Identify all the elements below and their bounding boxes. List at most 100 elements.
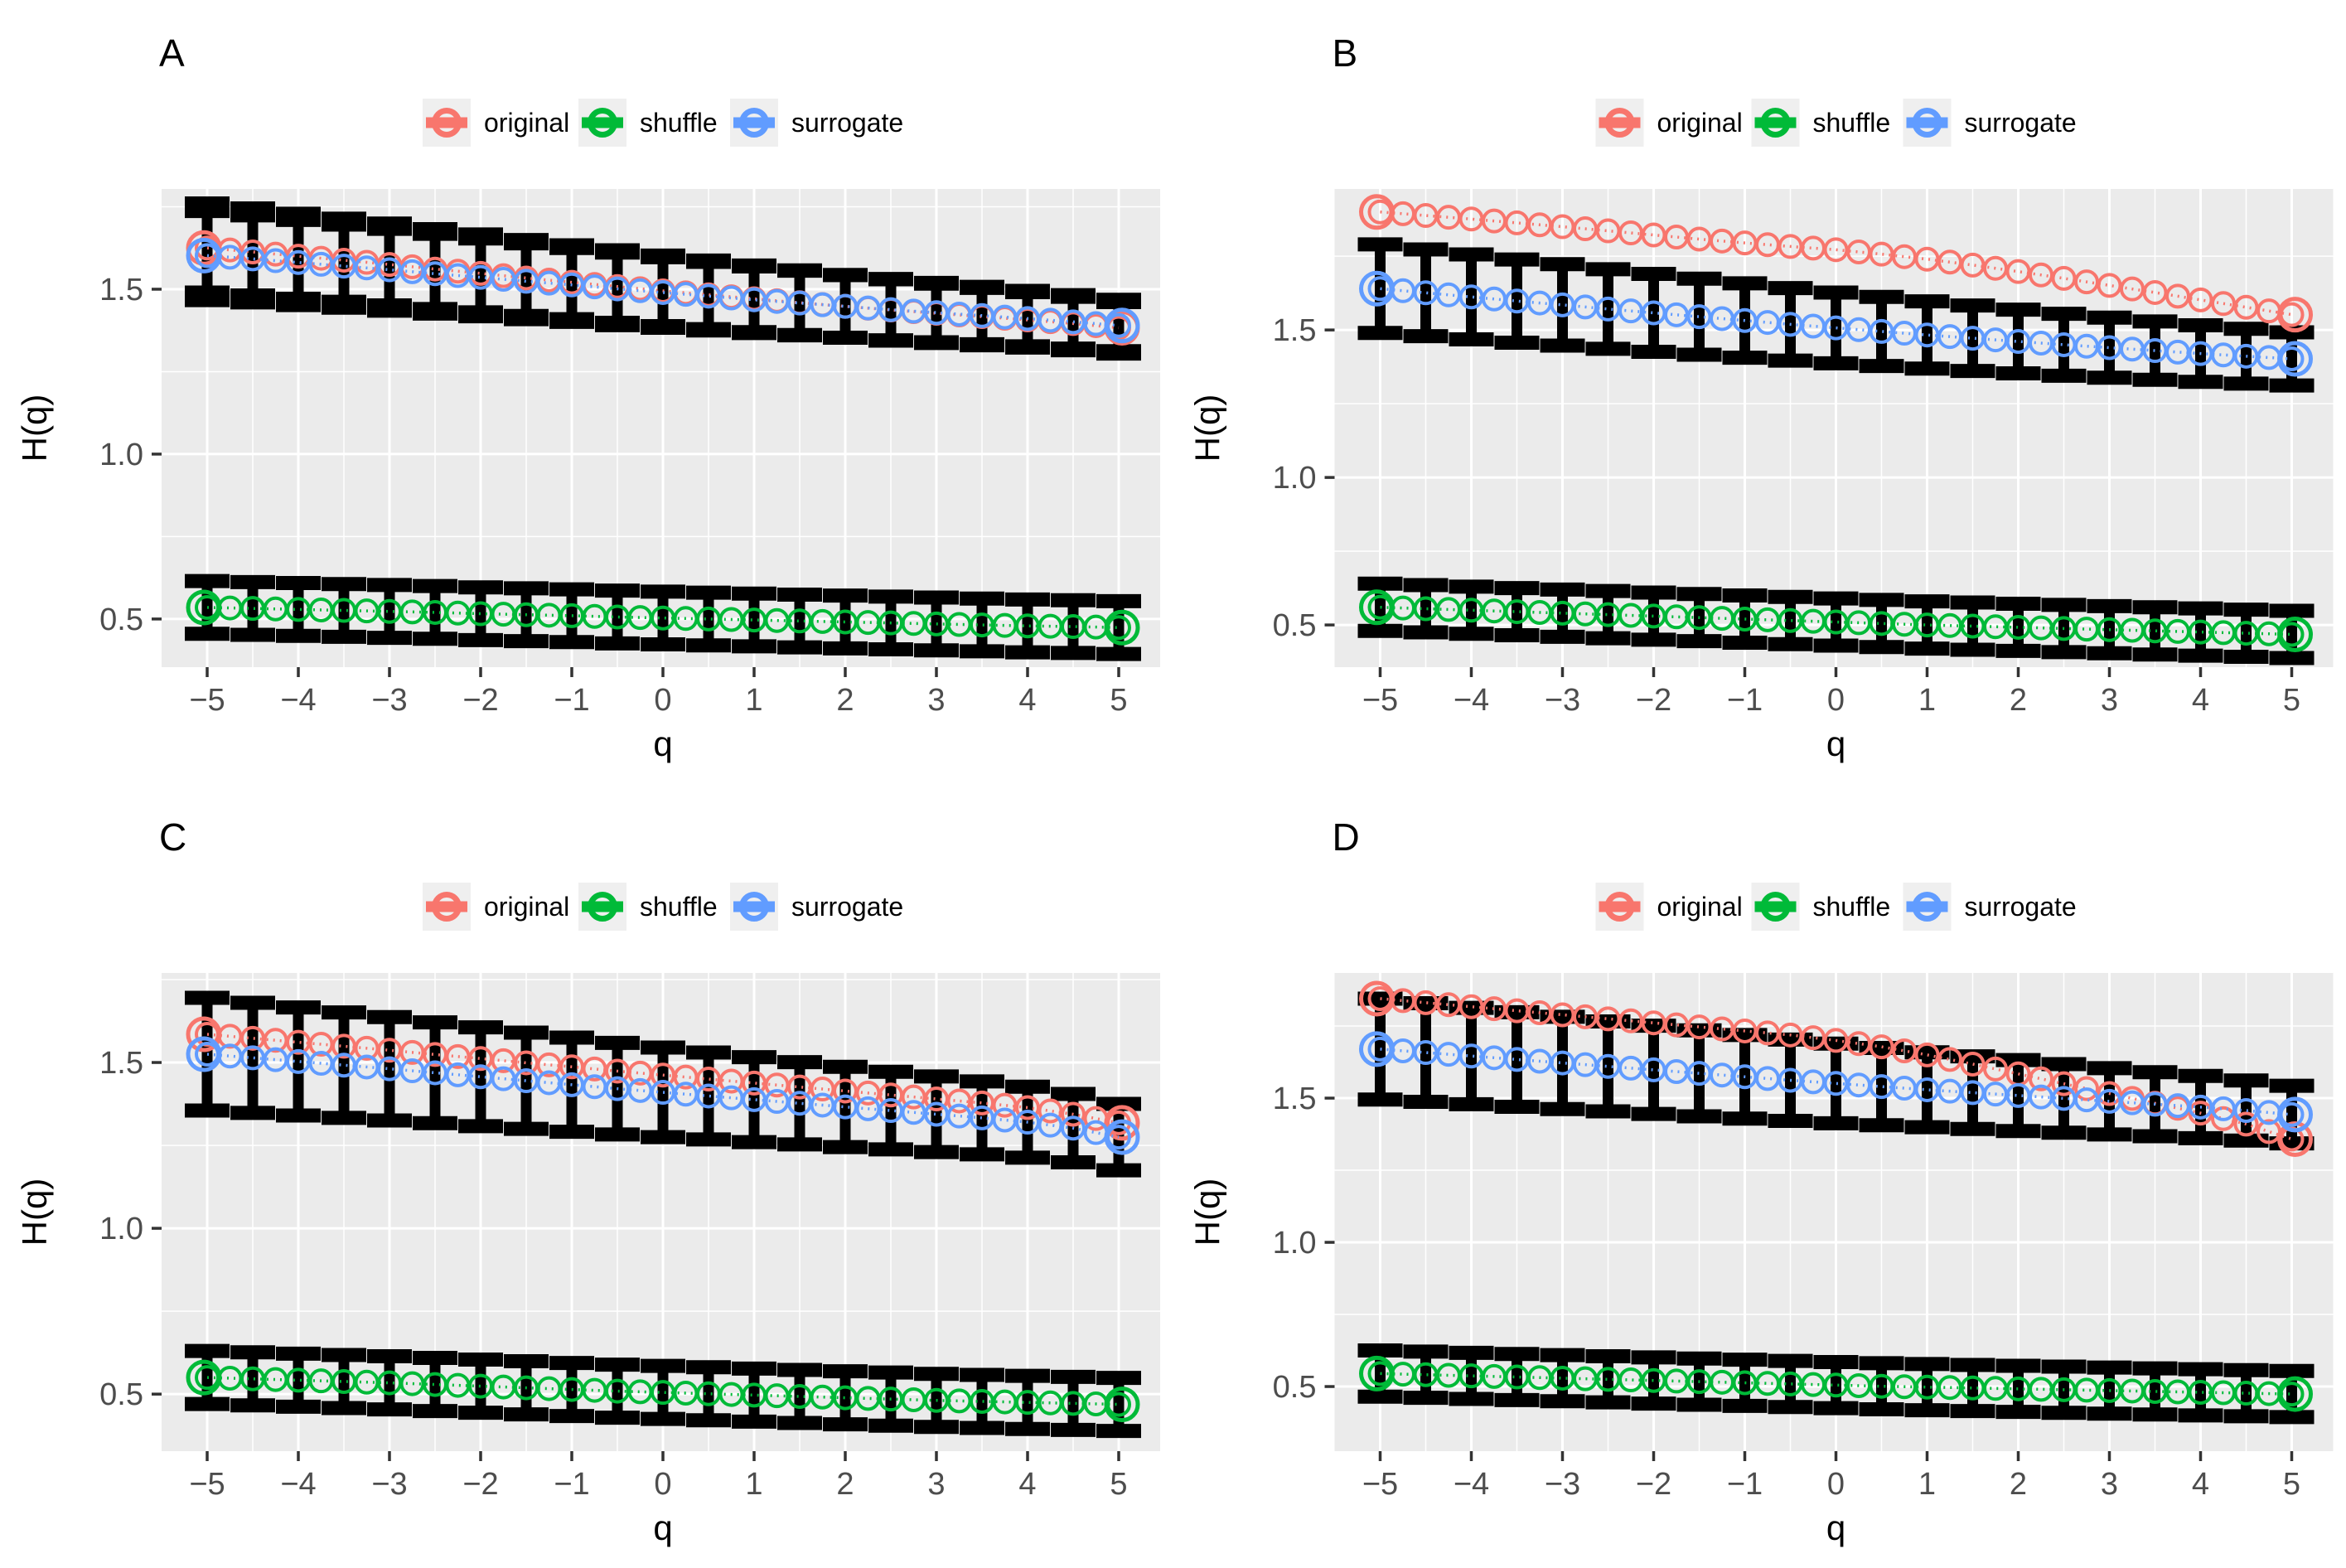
y-axis-tick-labels: 0.5 1.0 1.5 (99, 1046, 143, 1412)
y-axis-tick-labels: 0.5 1.0 1.5 (1273, 313, 1317, 643)
svg-text:4: 4 (2192, 1467, 2209, 1502)
svg-text:−5: −5 (1362, 1467, 1398, 1502)
svg-text:1: 1 (745, 1467, 762, 1502)
svg-text:2: 2 (2010, 683, 2027, 718)
x-axis-tick-labels: −5 −4 −3 −2 −1 0 1 2 3 4 5 (1362, 683, 2300, 718)
endpoint-ring-left (186, 1016, 222, 1053)
legend: original shuffle surrogate (423, 883, 903, 931)
series-original (1359, 980, 2313, 1157)
panel-letter: C (159, 815, 186, 859)
endpoint-ring-left (186, 237, 222, 273)
series-shuffle (1359, 589, 2313, 652)
x-axis-title: q (653, 724, 672, 763)
legend-glyph-original-icon (432, 108, 462, 138)
legend: original shuffle surrogate (423, 99, 903, 147)
endpoint-ring-right (2277, 297, 2313, 333)
y-axis-tick-labels: 0.5 1.0 1.5 (1273, 1082, 1317, 1405)
svg-text:−4: −4 (1454, 683, 1489, 718)
svg-text:1.0: 1.0 (1273, 461, 1317, 496)
legend-glyph-surrogate-icon (1912, 108, 1942, 138)
legend-label-original: original (1657, 108, 1743, 138)
svg-text:0.5: 0.5 (1273, 608, 1317, 643)
error-bars (1357, 237, 2315, 665)
legend-glyph-surrogate-icon (739, 892, 769, 922)
svg-text:−3: −3 (371, 1467, 407, 1502)
svg-text:−1: −1 (554, 1467, 589, 1502)
endpoint-ring-right (1104, 1105, 1140, 1141)
y-axis-title: H(q) (15, 1178, 54, 1246)
legend-glyph-shuffle-icon (588, 892, 617, 922)
svg-text:−2: −2 (462, 683, 498, 718)
y-axis-title: H(q) (1188, 394, 1227, 462)
legend-glyph-shuffle-icon (1760, 108, 1791, 138)
endpoint-ring-right (2277, 1376, 2313, 1412)
svg-text:−1: −1 (1727, 1467, 1763, 1502)
svg-text:0: 0 (1827, 683, 1845, 718)
svg-text:5: 5 (2283, 1467, 2300, 1502)
endpoint-ring-left (186, 589, 222, 626)
svg-text:−1: −1 (554, 683, 589, 718)
svg-text:2: 2 (836, 1467, 854, 1502)
legend-label-shuffle: shuffle (640, 108, 718, 138)
series-surrogate (186, 237, 1140, 344)
legend-label-shuffle: shuffle (1813, 108, 1891, 138)
svg-text:−3: −3 (371, 683, 407, 718)
x-axis-tick-labels: −5 −4 −3 −2 −1 0 1 2 3 4 5 (189, 1467, 1127, 1502)
endpoint-ring-right (2277, 1096, 2313, 1133)
legend-glyph-original-icon (1604, 892, 1635, 922)
endpoint-ring-left (1359, 1355, 1395, 1391)
svg-text:−4: −4 (280, 683, 316, 718)
endpoint-ring-left (1359, 980, 1395, 1017)
legend-label-original: original (484, 892, 569, 922)
svg-text:4: 4 (2192, 683, 2209, 718)
x-axis-title: q (1826, 724, 1845, 763)
svg-text:1.5: 1.5 (1273, 1082, 1317, 1116)
series-shuffle (1359, 1355, 2313, 1412)
svg-text:0: 0 (654, 1467, 671, 1502)
legend-label-original: original (484, 108, 569, 138)
svg-text:1.5: 1.5 (99, 273, 143, 307)
svg-text:3: 3 (927, 1467, 945, 1502)
legend-glyph-shuffle-icon (588, 108, 617, 138)
y-axis-title: H(q) (1188, 1178, 1227, 1246)
axis-ticks (1324, 1096, 2294, 1461)
svg-text:1.5: 1.5 (99, 1046, 143, 1081)
endpoint-ring-left (186, 1359, 222, 1396)
endpoint-ring-left (186, 1036, 222, 1072)
endpoint-ring-left (1359, 589, 1395, 626)
svg-text:−4: −4 (280, 1467, 316, 1502)
svg-text:−2: −2 (1636, 683, 1671, 718)
svg-text:5: 5 (1110, 683, 1127, 718)
svg-text:−3: −3 (1545, 1467, 1580, 1502)
error-bars (1357, 991, 2315, 1425)
svg-text:−3: −3 (1545, 683, 1580, 718)
axis-ticks (1324, 328, 2294, 677)
svg-text:3: 3 (2101, 1467, 2118, 1502)
legend-glyph-surrogate-icon (1912, 892, 1942, 922)
legend-glyph-surrogate-icon (739, 108, 769, 138)
legend-label-original: original (1657, 892, 1743, 922)
endpoint-ring-right (1104, 1119, 1140, 1155)
endpoint-ring-right (2277, 616, 2313, 652)
svg-text:−5: −5 (1362, 683, 1398, 718)
series-shuffle (186, 1359, 1140, 1423)
series-surrogate (1359, 270, 2313, 377)
legend-label-shuffle: shuffle (640, 892, 718, 922)
svg-text:2: 2 (2010, 1467, 2027, 1502)
svg-text:−5: −5 (189, 1467, 225, 1502)
x-axis-tick-labels: −5 −4 −3 −2 −1 0 1 2 3 4 5 (189, 683, 1127, 718)
svg-text:1: 1 (1918, 1467, 1936, 1502)
x-axis-title: q (1826, 1508, 1845, 1547)
svg-text:−2: −2 (462, 1467, 498, 1502)
endpoint-ring-right (1104, 307, 1140, 344)
axis-ticks (152, 1061, 1120, 1461)
svg-text:0.5: 0.5 (99, 603, 143, 637)
svg-text:5: 5 (2283, 683, 2300, 718)
